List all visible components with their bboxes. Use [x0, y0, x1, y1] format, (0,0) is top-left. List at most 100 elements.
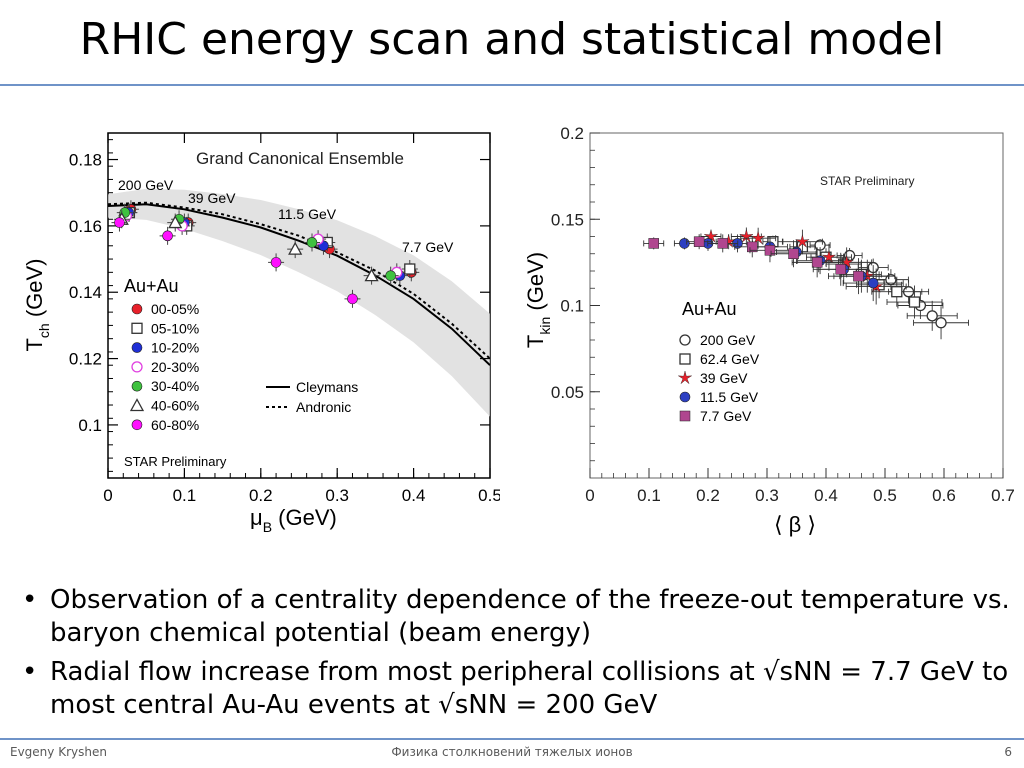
data-point	[891, 286, 903, 298]
x-tick-label: 0.3	[325, 486, 349, 505]
annotation-200gev: 200 GeV	[118, 177, 174, 193]
legend-label: 05-10%	[151, 320, 199, 336]
data-point	[704, 228, 718, 243]
title-divider	[0, 84, 1024, 86]
x-tick-label: 0.5	[478, 486, 500, 505]
data-point	[751, 230, 765, 245]
data-point	[306, 237, 318, 248]
legend-label: 39 GeV	[700, 370, 748, 386]
bullet-glyph: •	[22, 585, 38, 615]
x-tick-label: 0	[585, 486, 594, 505]
model-curve-cleymans	[107, 203, 491, 366]
x-tick-label: 0.3	[755, 486, 779, 505]
x-tick-label: 0.2	[696, 486, 720, 505]
legend-label: 7.7 GeV	[700, 408, 752, 424]
footer-author: Evgeny Kryshen	[10, 745, 107, 759]
y-tick-label: 0.1	[78, 416, 102, 435]
data-point	[822, 249, 836, 264]
x-tick-label: 0.7	[991, 486, 1015, 505]
data-point	[926, 310, 938, 322]
y-axis-title: Tch (GeV)	[22, 258, 52, 351]
data-point	[764, 245, 776, 256]
y-tick-label: 0.14	[69, 283, 102, 302]
legend-label: 11.5 GeV	[700, 389, 759, 405]
legend-label: 10-20%	[151, 340, 199, 356]
data-point	[747, 241, 758, 253]
legend-label: 30-40%	[151, 378, 199, 394]
data-point	[795, 234, 810, 248]
x-tick-label: 0.4	[814, 486, 838, 505]
chart-title: STAR Preliminary	[820, 174, 914, 188]
bullet-item: • Observation of a centrality dependence…	[22, 584, 1012, 650]
data-point	[114, 217, 125, 228]
legend-marker	[131, 419, 143, 431]
y-tick-label: 0.2	[560, 124, 584, 143]
legend-marker	[678, 370, 692, 384]
data-point	[908, 296, 921, 308]
legend-label: 200 GeV	[700, 332, 756, 348]
data-point	[385, 270, 396, 281]
x-tick-label: 0.1	[637, 486, 661, 505]
y-tick-label: 0.18	[69, 151, 102, 170]
x-tick-label: 0.2	[249, 486, 273, 505]
legend-label: 40-60%	[151, 398, 199, 414]
annotation-7-7gev: 7.7 GeV	[402, 239, 454, 255]
x-tick-label: 0.1	[173, 486, 197, 505]
bullet-text: Radial flow increase from most periphera…	[50, 657, 1009, 720]
y-tick-label: 0.16	[69, 217, 102, 236]
legend-marker	[131, 380, 143, 392]
y-axis-title: Tkin (GeV)	[523, 252, 553, 348]
annotation-au-au: Au+Au	[124, 276, 179, 296]
chart-kinetic-freezeout: 0 0.1 0.2 0.3 0.4 0.5 0.6 0.7 0.05 0.1 0.15 0.2 STAR…	[523, 124, 1015, 537]
legend-marker	[679, 410, 691, 422]
data-point	[935, 317, 947, 329]
x-tick-label: 0.4	[402, 486, 426, 505]
data-point	[811, 257, 823, 268]
legend-marker	[131, 361, 143, 373]
bullet-text: Observation of a centrality dependence o…	[50, 585, 1010, 648]
data-point	[288, 241, 303, 255]
data-point	[693, 236, 705, 247]
legend-marker	[131, 342, 143, 353]
bullet-list: • Observation of a centrality dependence…	[22, 584, 1012, 728]
x-axis-title: μB (GeV)	[250, 505, 337, 535]
legend-label: 62.4 GeV	[700, 351, 760, 367]
legend-marker	[131, 322, 143, 334]
legend-marker	[131, 303, 143, 315]
data-point	[853, 270, 864, 282]
model-curve-andronic	[107, 201, 491, 360]
footer-divider	[0, 738, 1024, 740]
annotation-39gev: 39 GeV	[188, 190, 236, 206]
x-tick-label: 0.6	[932, 486, 956, 505]
x-tick-label: 0.5	[873, 486, 897, 505]
legend-label: Andronic	[296, 399, 351, 415]
legend-marker	[679, 334, 691, 346]
legend-marker	[679, 391, 691, 403]
y-tick-label: 0.15	[551, 210, 584, 229]
data-point	[739, 228, 754, 243]
data-point	[788, 248, 799, 259]
data-point	[168, 215, 183, 229]
y-tick-label: 0.12	[69, 350, 102, 369]
legend-label: Cleymans	[296, 379, 358, 395]
chart-title: Grand Canonical Ensemble	[196, 149, 404, 168]
data-point	[679, 238, 690, 249]
data-point	[347, 293, 358, 305]
annotation-star-preliminary: STAR Preliminary	[124, 454, 227, 469]
data-point	[648, 238, 659, 249]
data-point	[835, 264, 846, 275]
x-axis-title: ⟨ β ⟩	[774, 512, 816, 537]
legend-label: 00-05%	[151, 301, 199, 317]
chart-chemical-freezeout: 0 0.1 0.2 0.3 0.4 0.5 0.1 0.12 0.14 0.16 0.18 Grand…	[22, 132, 500, 535]
annotation-11-5gev: 11.5 GeV	[278, 206, 337, 222]
data-point	[162, 230, 173, 242]
legend-marker	[129, 398, 145, 412]
legend-marker	[679, 353, 691, 365]
y-tick-label: 0.1	[560, 297, 584, 316]
model-uncertainty-band	[108, 188, 490, 417]
legend-label: 20-30%	[151, 359, 199, 375]
bullet-item: • Radial flow increase from most periphe…	[22, 656, 1012, 722]
data-point	[270, 257, 282, 268]
data-point	[717, 238, 728, 249]
legend-label: 60-80%	[151, 417, 199, 433]
